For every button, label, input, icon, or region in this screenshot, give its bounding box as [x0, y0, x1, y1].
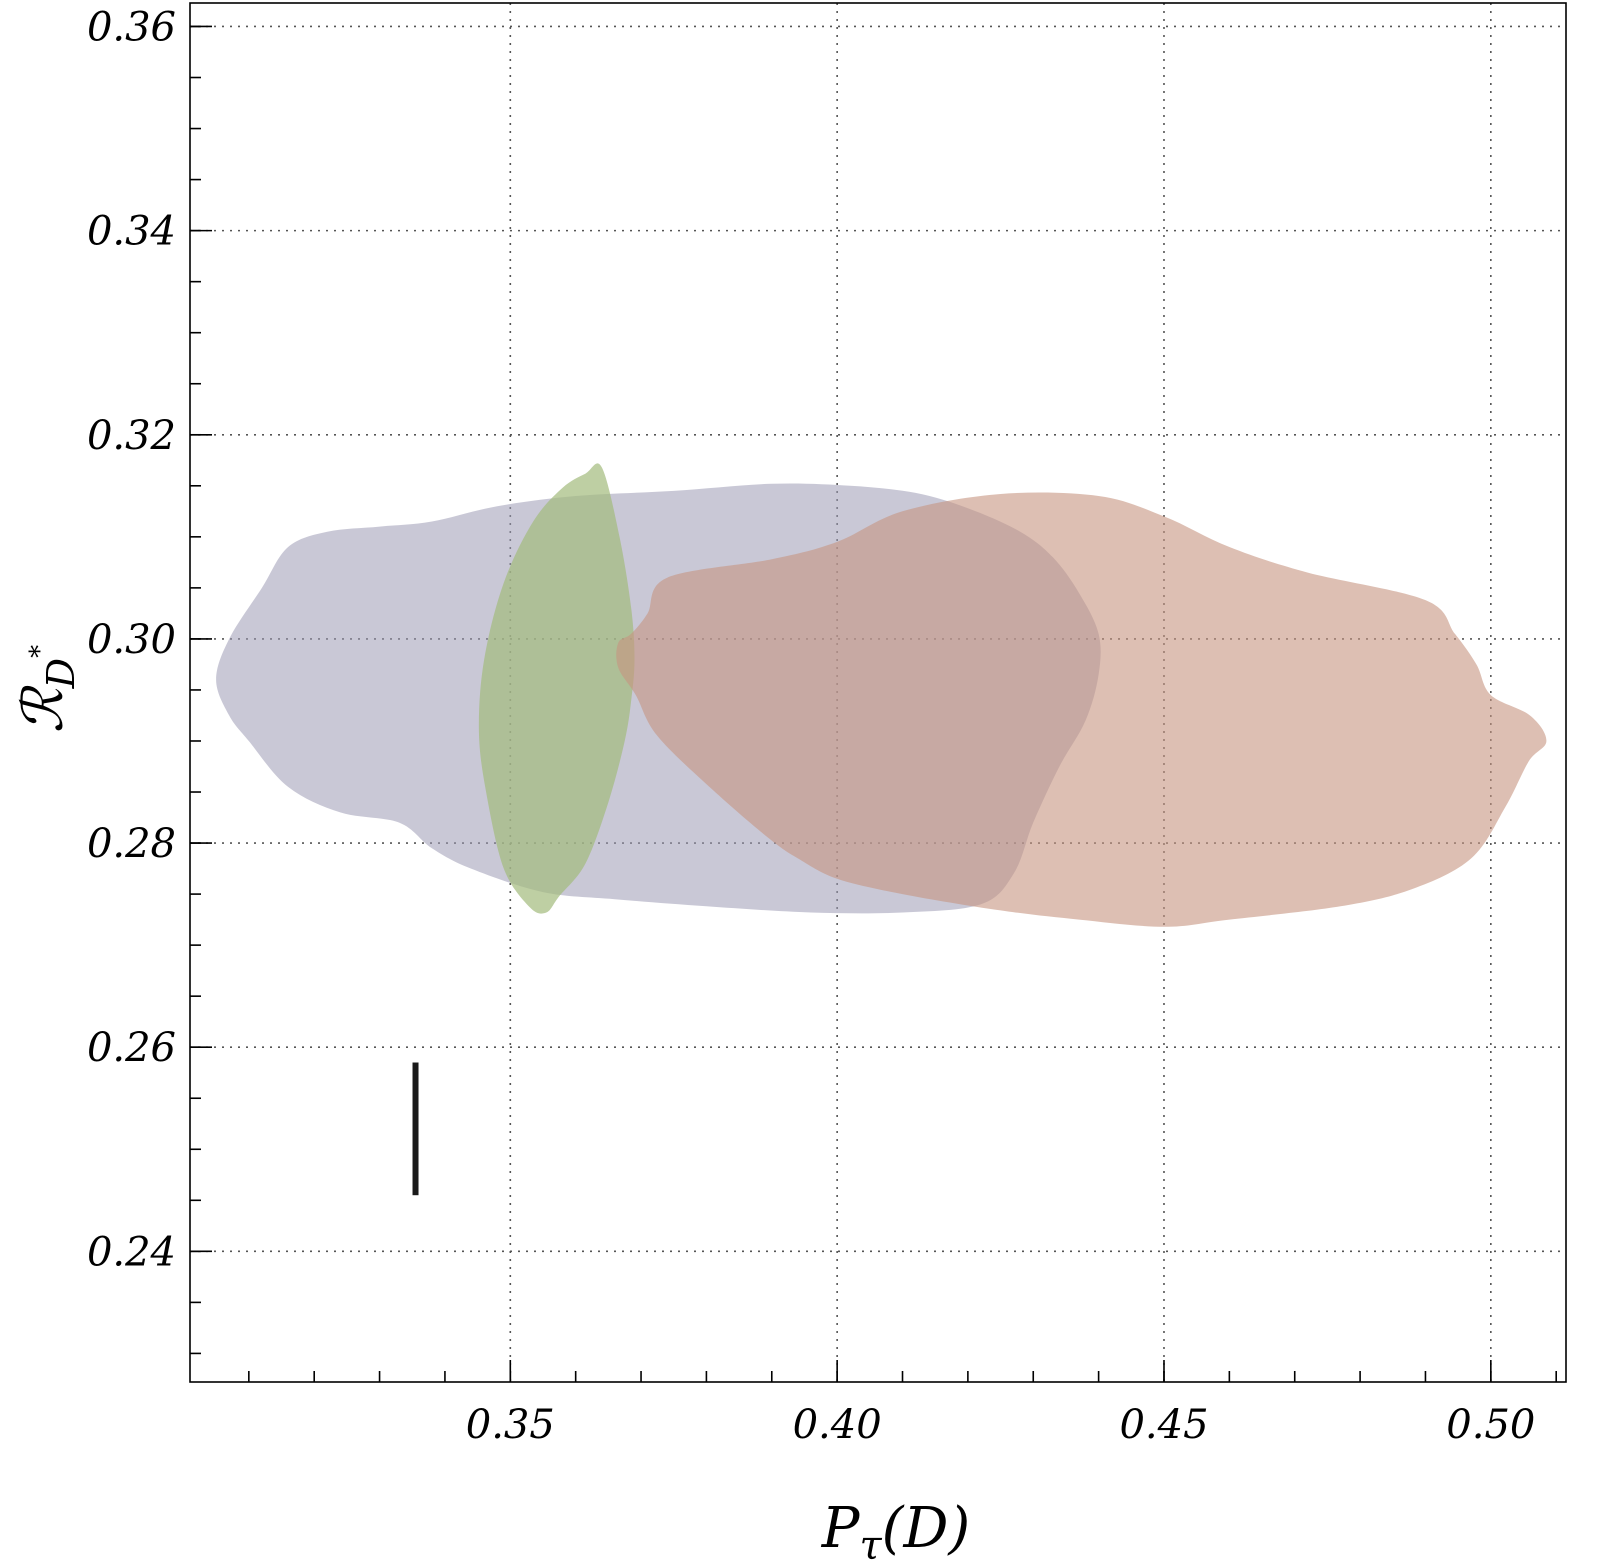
confidence-regions	[216, 463, 1547, 927]
region-green	[478, 463, 635, 914]
y-axis-label-main: ℛ	[11, 685, 76, 733]
region-orange	[616, 492, 1547, 927]
y-tick-labels: 0.24 0.26 0.28 0.30 0.32 0.34 0.36	[87, 4, 176, 1275]
vertical-bar-marker	[412, 1062, 419, 1196]
y-tick-label: 0.28	[87, 821, 176, 867]
y-axis-label-sup: *	[25, 645, 55, 658]
y-axis-label: ℛD*	[11, 645, 83, 733]
x-axis-label-rest: (D)	[882, 1496, 971, 1561]
x-tick-label: 0.45	[1119, 1402, 1208, 1448]
y-tick-label: 0.34	[87, 209, 176, 255]
y-tick-label: 0.32	[87, 413, 176, 459]
data-markers	[412, 1062, 419, 1196]
x-tick-label: 0.35	[466, 1402, 555, 1448]
y-tick-label: 0.26	[87, 1025, 176, 1071]
x-axis-label-sub: τ	[859, 1523, 882, 1567]
plot-frame	[189, 2, 1567, 1383]
y-tick-label: 0.30	[87, 617, 176, 663]
y-tick-label: 0.24	[87, 1229, 176, 1275]
axis-ticks	[190, 25, 1557, 1382]
y-tick-label: 0.36	[87, 4, 176, 50]
x-tick-labels: 0.35 0.40 0.45 0.50	[466, 1402, 1536, 1448]
x-tick-label: 0.40	[793, 1402, 882, 1448]
x-axis-label-main: P	[821, 1496, 861, 1561]
x-tick-label: 0.50	[1446, 1402, 1535, 1448]
x-axis-label: Pτ(D)	[821, 1496, 970, 1567]
y-axis-label-sub: D	[39, 658, 83, 689]
